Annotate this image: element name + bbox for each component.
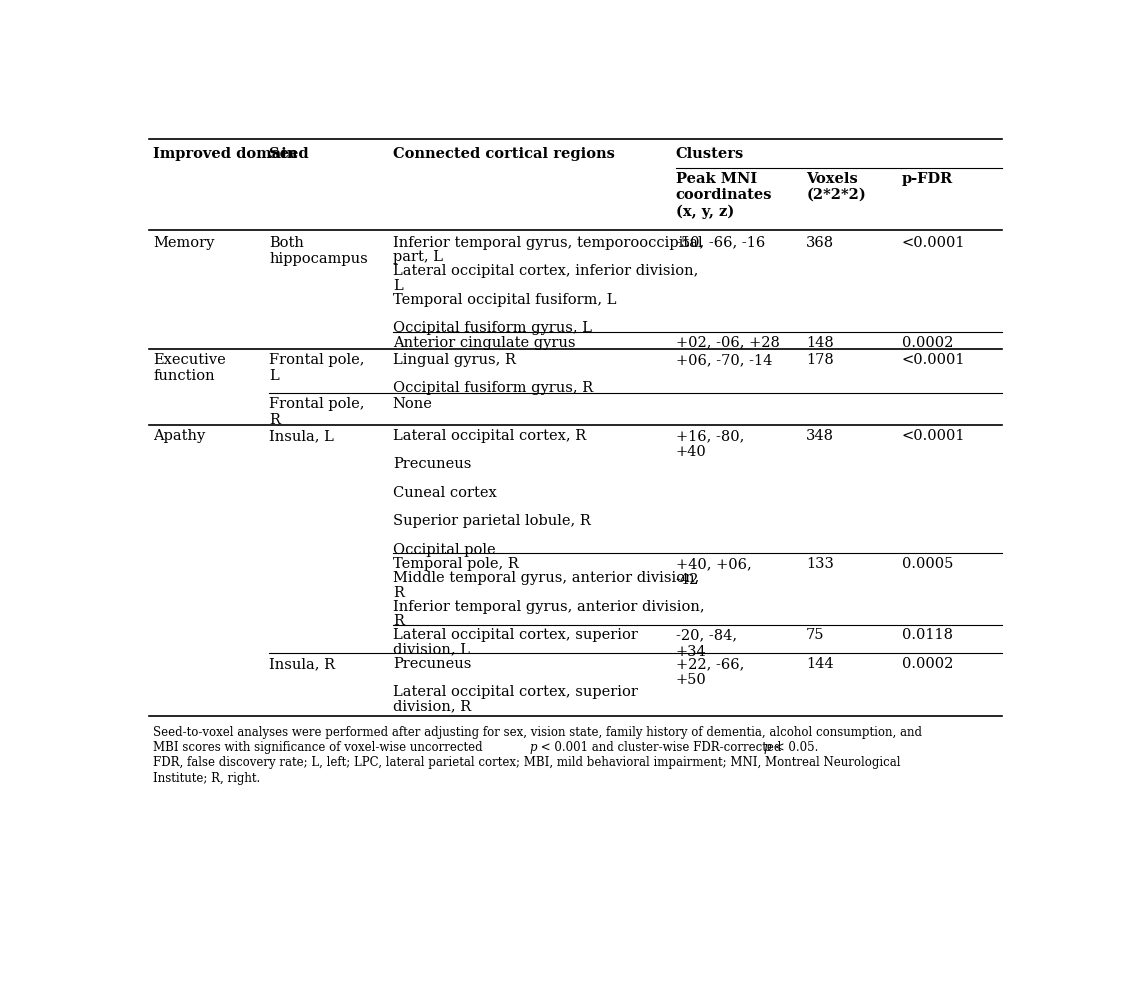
Text: +06, -70, -14: +06, -70, -14 <box>676 353 772 367</box>
Text: Lingual gyrus, R: Lingual gyrus, R <box>393 353 515 367</box>
Text: part, L: part, L <box>393 250 442 264</box>
Text: Lateral occipital cortex, superior: Lateral occipital cortex, superior <box>393 686 638 700</box>
Text: Lateral occipital cortex, R: Lateral occipital cortex, R <box>393 428 586 442</box>
Text: Occipital pole: Occipital pole <box>393 543 495 557</box>
Text: Voxels
(2*2*2): Voxels (2*2*2) <box>806 172 866 202</box>
Text: <0.0001: <0.0001 <box>902 236 966 249</box>
Text: Middle temporal gyrus, anterior division,: Middle temporal gyrus, anterior division… <box>393 572 700 586</box>
Text: Executive
function: Executive function <box>154 353 226 383</box>
Text: Precuneus: Precuneus <box>393 457 472 471</box>
Text: -50, -66, -16: -50, -66, -16 <box>676 236 765 249</box>
Text: Occipital fusiform gyrus, R: Occipital fusiform gyrus, R <box>393 381 593 395</box>
Text: Institute; R, right.: Institute; R, right. <box>154 772 261 785</box>
Text: 368: 368 <box>806 236 834 249</box>
Text: Anterior cingulate gyrus: Anterior cingulate gyrus <box>393 335 575 349</box>
Text: p: p <box>764 741 772 754</box>
Text: 0.0118: 0.0118 <box>902 629 953 643</box>
Text: p: p <box>529 741 537 754</box>
Text: 348: 348 <box>806 428 834 442</box>
Text: 0.0002: 0.0002 <box>902 657 953 671</box>
Text: +22, -66,
+50: +22, -66, +50 <box>676 657 745 687</box>
Text: Temporal pole, R: Temporal pole, R <box>393 558 519 572</box>
Text: Peak MNI
coordinates
(x, y, z): Peak MNI coordinates (x, y, z) <box>676 172 773 218</box>
Text: division, L: division, L <box>393 643 469 657</box>
Text: Lateral occipital cortex, inferior division,: Lateral occipital cortex, inferior divis… <box>393 264 699 278</box>
Text: L: L <box>393 278 402 292</box>
Text: R: R <box>393 615 403 629</box>
Text: Apathy: Apathy <box>154 428 206 442</box>
Text: Frontal pole,
R: Frontal pole, R <box>270 397 365 427</box>
Text: Lateral occipital cortex, superior: Lateral occipital cortex, superior <box>393 629 638 643</box>
Text: < 0.05.: < 0.05. <box>772 741 819 754</box>
Text: 144: 144 <box>806 657 833 671</box>
Text: 148: 148 <box>806 335 834 349</box>
Text: FDR, false discovery rate; L, left; LPC, lateral parietal cortex; MBI, mild beha: FDR, false discovery rate; L, left; LPC,… <box>154 757 901 770</box>
Text: Both
hippocampus: Both hippocampus <box>270 236 368 266</box>
Text: 178: 178 <box>806 353 834 367</box>
Text: Precuneus: Precuneus <box>393 657 472 671</box>
Text: Seed: Seed <box>270 147 309 161</box>
Text: <0.0001: <0.0001 <box>902 428 966 442</box>
Text: Insula, L: Insula, L <box>270 428 334 442</box>
Text: <0.0001: <0.0001 <box>902 353 966 367</box>
Text: Temporal occipital fusiform, L: Temporal occipital fusiform, L <box>393 292 617 306</box>
Text: Connected cortical regions: Connected cortical regions <box>393 147 614 161</box>
Text: Frontal pole,
L: Frontal pole, L <box>270 353 365 383</box>
Text: Clusters: Clusters <box>676 147 743 161</box>
Text: -20, -84,
+34: -20, -84, +34 <box>676 629 737 659</box>
Text: +40, +06,
-42: +40, +06, -42 <box>676 558 751 588</box>
Text: Occipital fusiform gyrus, L: Occipital fusiform gyrus, L <box>393 321 592 335</box>
Text: +02, -06, +28: +02, -06, +28 <box>676 335 779 349</box>
Text: p-FDR: p-FDR <box>902 172 953 186</box>
Text: 75: 75 <box>806 629 824 643</box>
Text: +16, -80,
+40: +16, -80, +40 <box>676 428 745 459</box>
Text: None: None <box>393 397 432 411</box>
Text: Inferior temporal gyrus, anterior division,: Inferior temporal gyrus, anterior divisi… <box>393 600 704 614</box>
Text: R: R <box>393 586 403 600</box>
Text: 0.0002: 0.0002 <box>902 335 953 349</box>
Text: division, R: division, R <box>393 700 471 714</box>
Text: Improved domain: Improved domain <box>154 147 298 161</box>
Text: MBI scores with significance of voxel-wise uncorrected: MBI scores with significance of voxel-wi… <box>154 741 486 754</box>
Text: Superior parietal lobule, R: Superior parietal lobule, R <box>393 515 591 529</box>
Text: 133: 133 <box>806 558 834 572</box>
Text: Memory: Memory <box>154 236 214 249</box>
Text: < 0.001 and cluster-wise FDR-corrected: < 0.001 and cluster-wise FDR-corrected <box>537 741 785 754</box>
Text: Inferior temporal gyrus, temporooccipital: Inferior temporal gyrus, temporooccipita… <box>393 236 702 249</box>
Text: Insula, R: Insula, R <box>270 657 335 671</box>
Text: 0.0005: 0.0005 <box>902 558 953 572</box>
Text: Cuneal cortex: Cuneal cortex <box>393 485 496 499</box>
Text: Seed-to-voxel analyses were performed after adjusting for sex, vision state, fam: Seed-to-voxel analyses were performed af… <box>154 726 922 739</box>
